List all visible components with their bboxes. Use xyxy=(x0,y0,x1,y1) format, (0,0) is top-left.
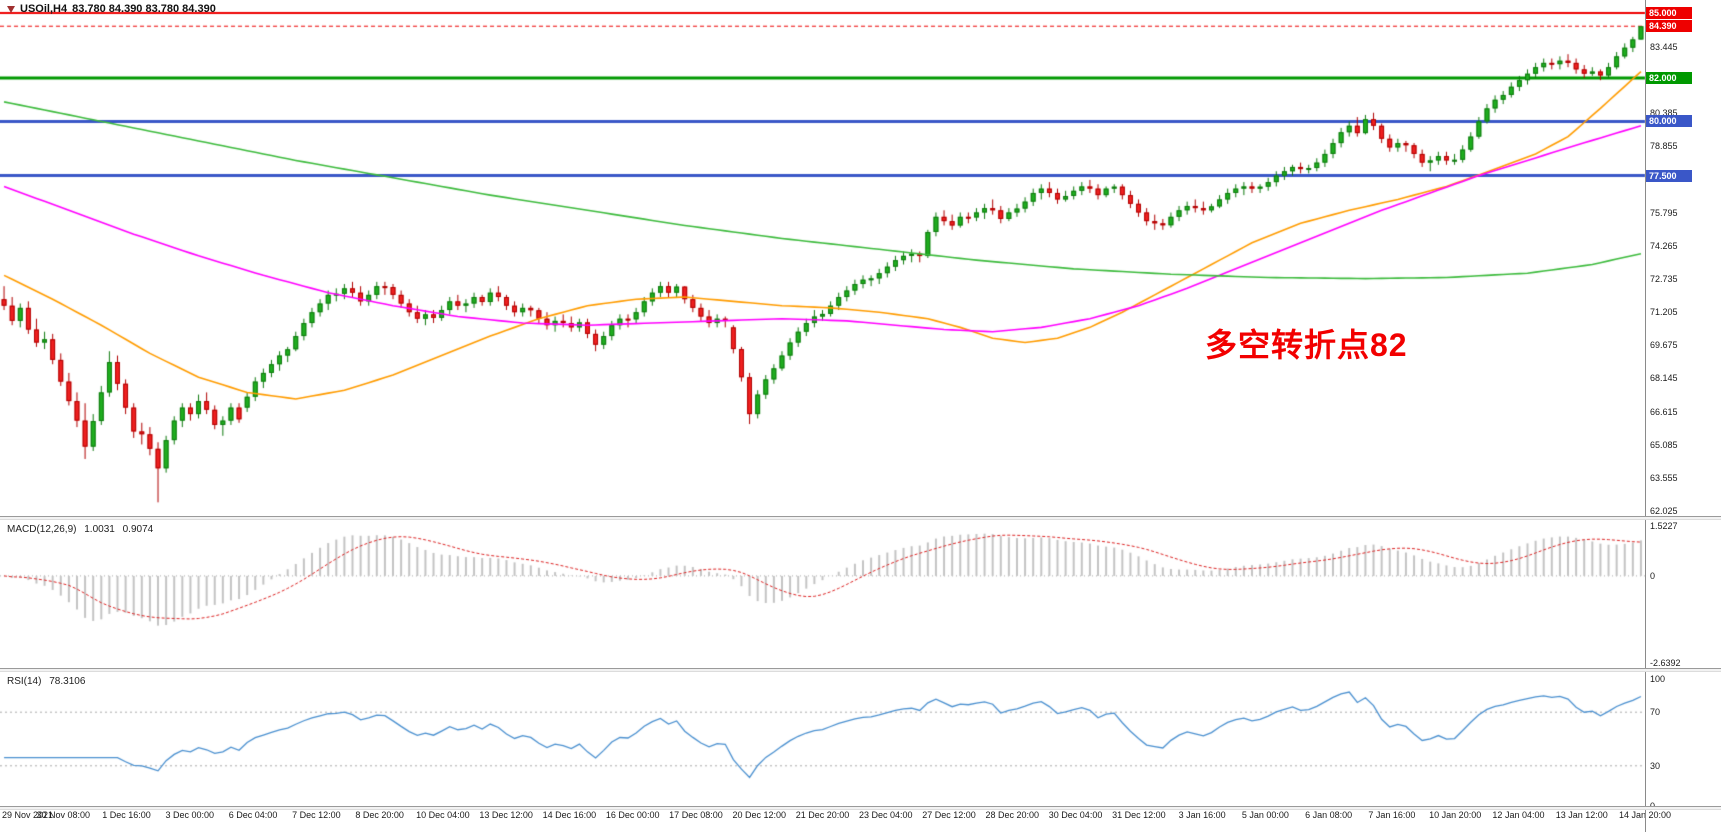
symbol-period-label: USOil,H4 xyxy=(20,3,68,15)
panel-separator-macd[interactable] xyxy=(0,516,1721,520)
panel-separator-rsi[interactable] xyxy=(0,668,1721,672)
hline-price-badge: 85.000 xyxy=(1646,7,1692,19)
time-axis-separator[interactable] xyxy=(0,806,1721,810)
macd-main-value: 1.0031 xyxy=(84,524,115,535)
hline-price-badge: 80.000 xyxy=(1646,115,1692,128)
rsi-indicator-label: RSI(14) 78.3106 xyxy=(7,676,90,687)
rsi-name: RSI(14) xyxy=(7,676,42,687)
macd-signal-value: 0.9074 xyxy=(122,524,154,535)
chart-title: USOil,H4 83.780 84.390 83.780 84.390 xyxy=(7,3,216,15)
price-axis-border xyxy=(1645,0,1646,832)
hline-price-badge: 77.500 xyxy=(1646,169,1692,182)
annotation-text[interactable]: 多空转折点82 xyxy=(1205,327,1408,363)
macd-name: MACD(12,26,9) xyxy=(7,524,77,535)
hline-price-badge: 82.000 xyxy=(1646,72,1692,85)
symbol-marker-icon xyxy=(7,5,15,13)
macd-indicator-label: MACD(12,26,9) 1.0031 0.9074 xyxy=(7,524,158,535)
ohlc-values: 83.780 84.390 83.780 84.390 xyxy=(72,3,216,15)
rsi-value: 78.3106 xyxy=(49,676,86,687)
current-price-badge: 84.390 xyxy=(1646,20,1692,33)
